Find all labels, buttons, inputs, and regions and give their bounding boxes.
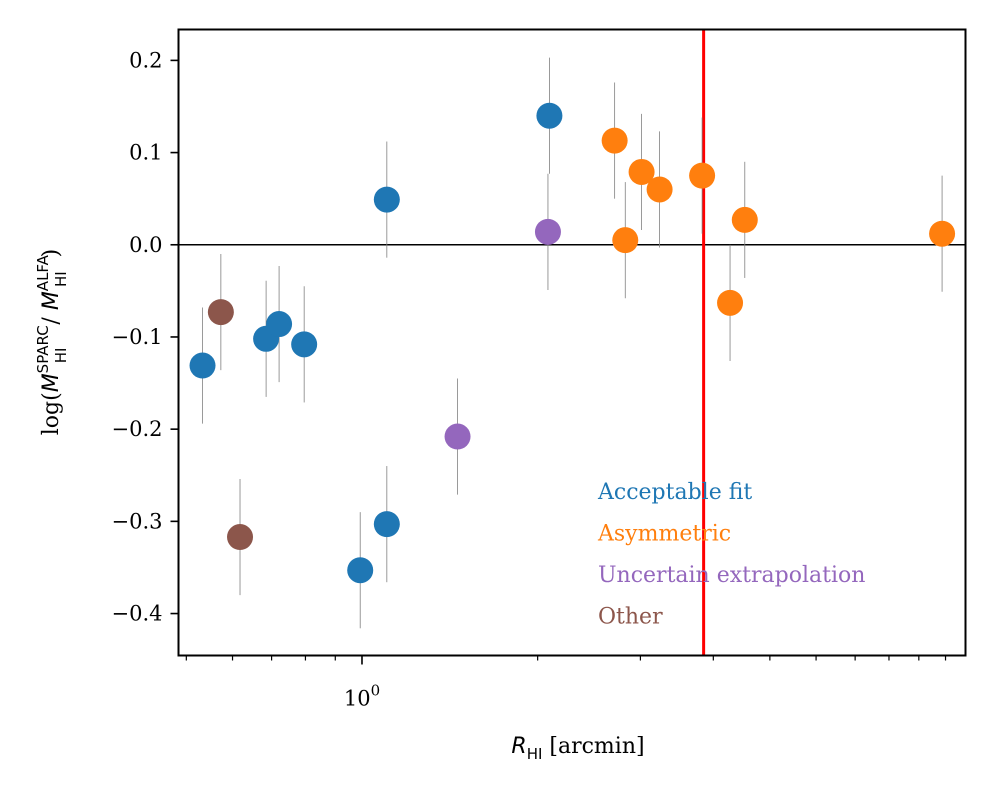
y-tick-label: 0.2 [129,48,162,72]
legend-entry: Other [598,605,663,630]
y-tick-label: −0.3 [112,509,163,533]
y-axis: 0.2 0.1 0.0 −0.1 −0.2 −0.3 −0.4 [112,48,179,626]
x-tick-label: 100 [344,682,380,711]
data-point [929,220,956,247]
y-tick-label: 0.0 [129,233,162,257]
plot-area-frame [177,28,967,657]
data-point [444,423,471,450]
data-point [646,176,673,203]
data-point [266,311,293,338]
y-tick-label: −0.2 [112,417,163,441]
data-point [373,186,400,213]
y-tick-label: −0.4 [112,602,163,626]
data-point [373,511,400,538]
y-tick-label: 0.1 [129,141,162,165]
y-axis-label: log(MSPARCHI / MALFAHI) [34,249,70,436]
data-point [227,524,254,551]
legend-entry: Uncertain extrapolation [598,563,865,588]
data-point [189,352,216,379]
data-point [291,331,318,358]
data-point [689,162,716,189]
legend-entry: Acceptable fit [597,480,752,505]
data-point [601,127,628,154]
data-point [347,557,374,584]
data-point [628,158,655,185]
data-point [534,218,561,245]
data-point [536,102,563,129]
legend-entry: Asymmetric [597,522,731,547]
data-point [731,206,758,233]
data-point [207,299,234,326]
x-axis: 100 [185,655,947,711]
legend: Acceptable fit Asymmetric Uncertain extrap… [597,480,865,630]
data-point [717,289,744,316]
x-axis-label: RHI [arcmin] [511,734,644,763]
y-tick-label: −0.1 [112,325,163,349]
data-point [612,227,639,254]
